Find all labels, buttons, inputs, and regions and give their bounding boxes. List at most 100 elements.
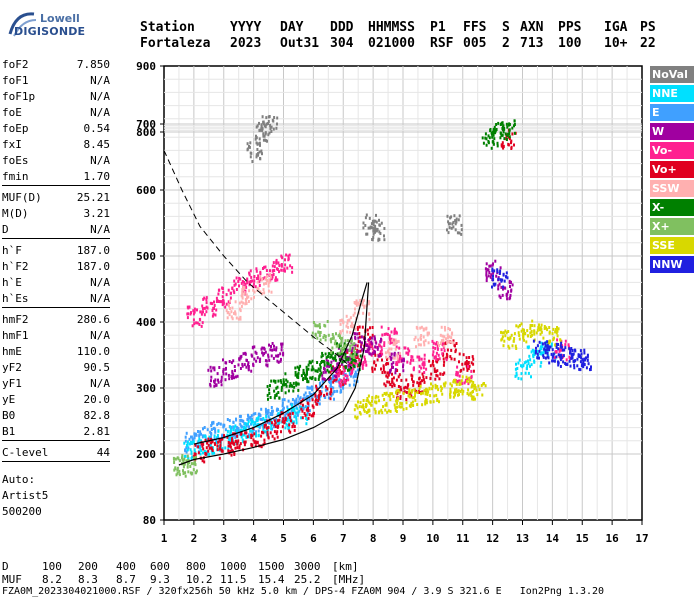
echo-point	[345, 358, 348, 362]
echo-point	[448, 226, 451, 230]
echo-point	[210, 379, 212, 383]
echo-point	[353, 350, 356, 354]
echo-point	[350, 363, 353, 367]
echo-point	[400, 402, 403, 406]
echo-point	[322, 370, 325, 374]
header-value: 10+	[604, 36, 628, 51]
echo-point	[485, 143, 488, 147]
echo-point	[275, 346, 278, 350]
echo-point	[425, 388, 427, 392]
echo-point	[328, 365, 331, 368]
param-label: yE	[2, 393, 16, 406]
echo-point	[393, 327, 396, 331]
echo-point	[253, 275, 256, 279]
echo-point	[505, 294, 508, 298]
echo-point	[242, 419, 245, 423]
echo-point	[244, 282, 247, 286]
echo-point	[454, 378, 457, 382]
echo-point	[541, 342, 544, 346]
echo-point	[247, 420, 250, 424]
echo-point	[261, 127, 264, 131]
echo-point	[284, 426, 287, 430]
echo-point	[361, 347, 364, 351]
echo-point	[197, 445, 200, 449]
echo-point	[189, 448, 192, 452]
echo-point	[235, 276, 238, 280]
echo-point	[423, 357, 426, 361]
echo-point	[329, 381, 332, 385]
echo-point	[386, 333, 389, 336]
echo-point	[477, 384, 480, 388]
echo-point	[386, 380, 389, 384]
echo-point	[271, 264, 274, 268]
echo-point	[273, 389, 276, 393]
echo-point	[205, 310, 208, 314]
echo-point	[440, 386, 443, 390]
echo-point	[496, 141, 499, 145]
echo-point	[293, 408, 296, 412]
echo-point	[490, 146, 493, 150]
echo-point	[558, 353, 561, 357]
echo-point	[542, 336, 545, 340]
echo-point	[551, 348, 554, 352]
echo-point	[502, 130, 505, 134]
echo-point	[425, 398, 428, 402]
echo-point	[389, 383, 392, 387]
echo-point	[265, 409, 268, 413]
echo-point	[264, 125, 267, 129]
echo-point	[244, 426, 247, 430]
echo-point	[387, 362, 390, 366]
echo-point	[393, 355, 396, 358]
echo-point	[314, 378, 317, 381]
echo-point	[478, 388, 481, 392]
echo-point	[289, 415, 292, 419]
echo-point	[341, 336, 343, 340]
echo-point	[405, 351, 408, 355]
echo-point	[298, 397, 301, 401]
echo-point	[339, 337, 342, 341]
echo-point	[274, 278, 277, 282]
echo-point	[396, 405, 398, 409]
echo-point	[505, 275, 508, 279]
echo-point	[434, 346, 437, 350]
param-label: yF1	[2, 377, 22, 390]
echo-point	[199, 444, 202, 448]
echo-point	[501, 127, 504, 131]
echo-point	[330, 354, 333, 358]
echo-point	[192, 309, 195, 313]
echo-point	[457, 218, 460, 222]
echo-point	[272, 261, 275, 265]
echo-point	[262, 422, 265, 426]
echo-point	[199, 318, 202, 322]
echo-point	[353, 408, 356, 412]
echo-point	[212, 366, 215, 370]
echo-point	[336, 362, 339, 366]
echo-point	[530, 329, 533, 333]
echo-point	[307, 402, 310, 406]
echo-point	[362, 403, 365, 407]
echo-point	[270, 424, 273, 428]
echo-point	[503, 137, 506, 141]
echo-point	[529, 326, 532, 330]
echo-point	[294, 366, 297, 370]
d-value: [km]	[332, 560, 359, 573]
echo-point	[202, 310, 204, 314]
echo-point	[325, 358, 328, 362]
echo-point	[302, 368, 305, 372]
echo-point	[503, 127, 506, 130]
echo-point	[385, 391, 388, 395]
echo-point	[209, 301, 212, 305]
echo-point	[296, 375, 299, 379]
echo-point	[222, 290, 225, 294]
echo-point	[485, 273, 488, 277]
echo-point	[361, 303, 364, 307]
echo-point	[267, 133, 270, 137]
muf-value: 25.2	[294, 573, 321, 586]
echo-point	[348, 362, 351, 366]
echo-point	[422, 327, 425, 331]
echo-point	[420, 334, 423, 337]
echo-point	[391, 380, 394, 384]
echo-point	[443, 325, 446, 329]
echo-point	[455, 372, 458, 376]
echo-point	[213, 366, 216, 370]
